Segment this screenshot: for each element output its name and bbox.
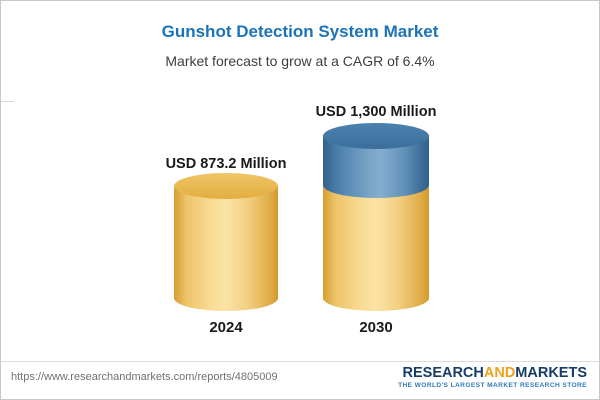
bar-2030-top-cap: [323, 123, 429, 149]
value-label-2024: USD 873.2 Million: [165, 156, 287, 172]
bar-2024-cylinder: [174, 1, 278, 399]
logo-wordmark: RESEARCHANDMARKETS: [398, 365, 588, 381]
category-label-2024: 2024: [209, 319, 243, 336]
value-label-2030: USD 1,300 Million: [315, 104, 437, 120]
logo-tagline: THE WORLD'S LARGEST MARKET RESEARCH STOR…: [398, 382, 587, 389]
category-label-2030: 2030: [359, 319, 393, 336]
chart-subtitle: Market forecast to grow at a CAGR of 6.4…: [165, 53, 435, 69]
research-and-markets-logo: RESEARCHANDMARKETS THE WORLD'S LARGEST M…: [398, 365, 587, 389]
logo-word-and: AND: [483, 365, 516, 381]
bar-2030-base-segment: [323, 183, 429, 311]
chart-title: Gunshot Detection System Market: [161, 22, 439, 41]
bar-2024-body: [174, 186, 278, 311]
source-url: https://www.researchandmarkets.com/repor…: [11, 371, 278, 383]
logo-word-research: RESEARCH: [402, 365, 484, 381]
bar-2030-cylinder: [323, 1, 429, 399]
bar-2024-top-cap: [174, 173, 278, 199]
footer-divider: [1, 361, 599, 362]
axis-tick: [1, 101, 14, 102]
logo-word-markets: MARKETS: [515, 365, 587, 381]
